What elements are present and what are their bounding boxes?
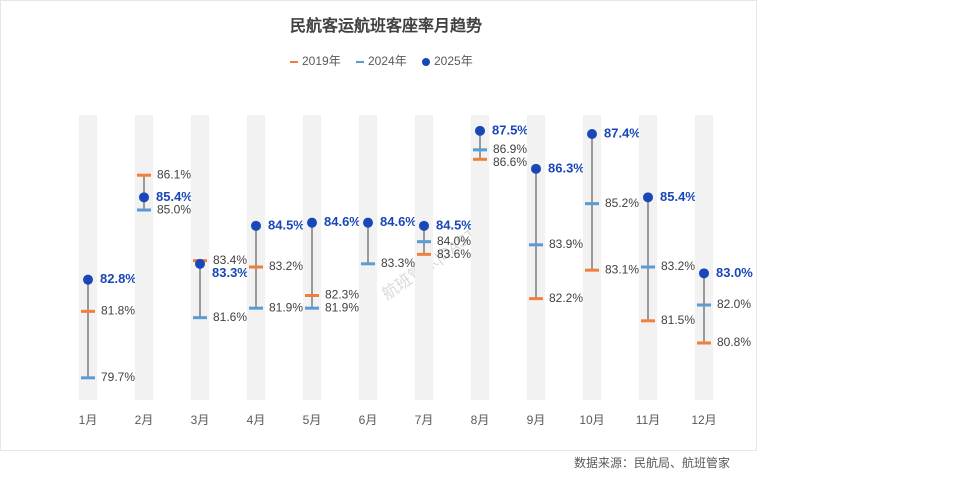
data-label: 85.4% <box>156 189 193 204</box>
x-tick-label: 4月 <box>247 413 266 427</box>
data-label: 82.3% <box>325 288 359 302</box>
dot-marker <box>307 217 317 228</box>
data-label: 85.4% <box>660 189 697 204</box>
data-label: 82.2% <box>549 291 583 305</box>
data-label: 83.3% <box>381 256 415 270</box>
x-tick-label: 11月 <box>636 413 660 427</box>
column-band <box>79 115 97 400</box>
data-label: 85.2% <box>605 196 639 210</box>
data-label: 86.9% <box>493 142 527 156</box>
dot-marker <box>83 274 93 285</box>
dot-marker <box>251 220 261 231</box>
column-band <box>695 115 713 400</box>
dot-marker <box>587 129 597 139</box>
column-band <box>135 115 153 400</box>
data-label: 81.9% <box>269 300 303 314</box>
data-label: 85.0% <box>157 203 191 217</box>
data-label: 86.1% <box>157 167 191 181</box>
x-tick-label: 12月 <box>691 413 716 427</box>
dot-marker <box>419 220 429 231</box>
x-tick-label: 5月 <box>303 413 322 427</box>
x-tick-label: 6月 <box>359 413 378 427</box>
chart-title: 民航客运航班客座率月趋势 <box>290 16 482 35</box>
chart-border <box>0 0 757 451</box>
data-label: 84.0% <box>437 234 471 248</box>
x-tick-label: 9月 <box>527 413 546 427</box>
dot-marker <box>195 258 205 269</box>
data-label: 84.6% <box>380 214 417 229</box>
data-label: 83.2% <box>661 259 695 273</box>
data-label: 81.9% <box>325 301 359 315</box>
column-band <box>415 115 433 400</box>
data-label: 82.0% <box>717 297 751 311</box>
data-label: 84.6% <box>324 214 361 229</box>
data-label: 83.6% <box>437 247 471 261</box>
dot-marker <box>475 125 485 136</box>
dot-marker <box>363 217 373 228</box>
x-tick-label: 3月 <box>191 413 210 427</box>
data-label: 83.1% <box>605 262 639 276</box>
data-label: 87.5% <box>492 122 529 137</box>
data-label: 84.5% <box>268 217 305 232</box>
column-band <box>191 115 209 400</box>
dot-marker <box>531 163 541 174</box>
data-label: 84.5% <box>436 217 473 232</box>
data-label: 83.3% <box>212 265 249 280</box>
data-label: 79.7% <box>101 370 135 384</box>
x-tick-label: 7月 <box>415 413 434 427</box>
data-label: 83.9% <box>549 237 583 251</box>
data-label: 83.2% <box>269 259 303 273</box>
legend-marker <box>422 58 430 66</box>
x-tick-label: 1月 <box>79 413 98 427</box>
data-label: 82.8% <box>100 271 137 286</box>
data-label: 86.6% <box>493 155 527 169</box>
data-label: 81.8% <box>101 304 135 318</box>
source-note: 数据来源：民航局、航班管家 <box>574 455 730 470</box>
column-band <box>471 115 489 400</box>
data-label: 83.4% <box>213 253 247 267</box>
x-tick-label: 8月 <box>471 413 490 427</box>
data-label: 83.0% <box>716 265 753 280</box>
data-label: 81.5% <box>661 313 695 327</box>
data-label: 87.4% <box>604 125 641 140</box>
legend-label: 2019年 <box>302 54 341 68</box>
data-label: 86.3% <box>548 160 585 175</box>
data-label: 80.8% <box>717 335 751 349</box>
data-label: 81.6% <box>213 310 247 324</box>
x-tick-label: 10月 <box>579 413 604 427</box>
dot-marker <box>139 192 149 203</box>
x-tick-label: 2月 <box>135 413 154 427</box>
dot-marker <box>699 268 709 279</box>
legend-label: 2024年 <box>368 54 407 68</box>
legend-label: 2025年 <box>434 54 473 68</box>
dot-marker <box>643 192 653 203</box>
